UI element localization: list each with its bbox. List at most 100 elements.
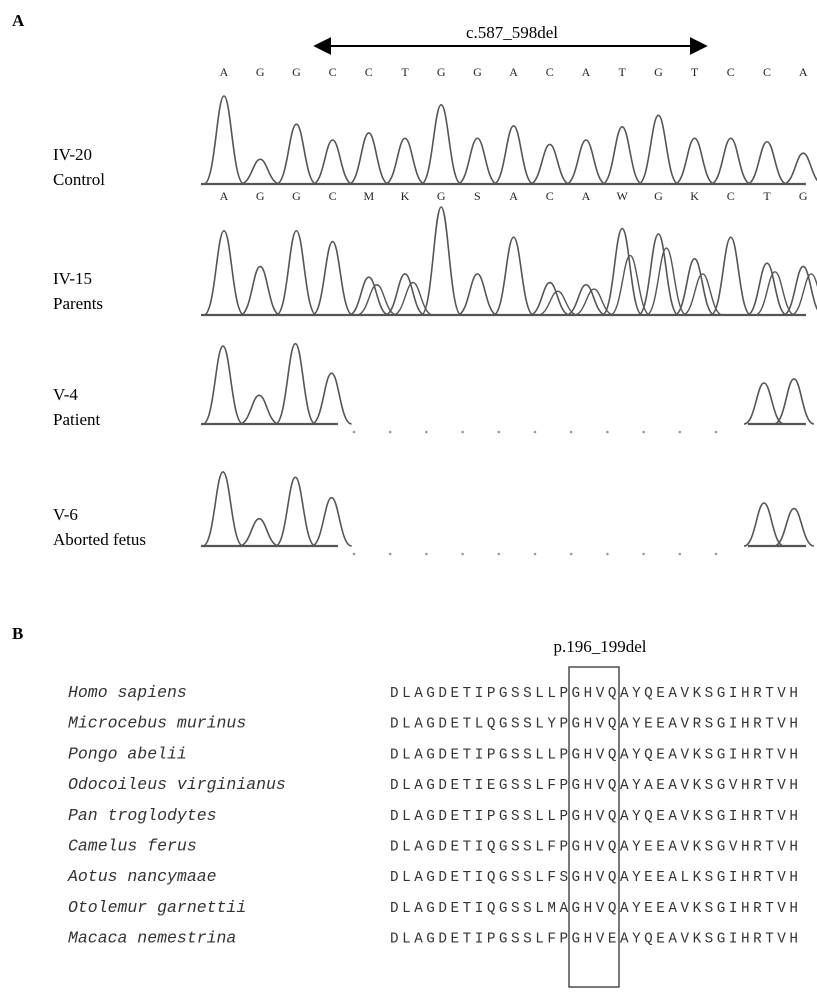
peak-parents [710,236,752,316]
gap-dot-aborted-fetus [678,552,682,556]
deletion-label-protein: p.196_199del [553,637,646,656]
base-call-parents: K [401,189,410,203]
species-name: Pan troglodytes [68,806,217,825]
base-call-control: A [582,65,591,79]
gap-dot-patient [388,430,392,434]
peak-control [601,125,643,185]
gap-dot-patient [678,430,682,434]
species-name: Camelus ferus [68,837,197,856]
peak-control [782,152,817,185]
protein-sequence: DLAGDETLQGSSLYPGHVQAYEEAVRSGIHRTVH [390,717,798,733]
sequence-alignment: Homo sapiens DLAGDETIPGSSLLPGHVQAYQEAVKSG… [67,683,798,948]
sample-id-v6: V-6 [53,505,78,524]
sample-id-v4: V-4 [53,385,78,404]
secondary-peak-parents [356,284,397,316]
base-call-parents: G [292,189,301,203]
peak-aborted-fetus [238,517,280,547]
base-call-control: G [473,65,482,79]
base-call-parents: G [799,189,808,203]
protein-sequence: DLAGDETIPGSSLLPGHVQAYQEAVKSGIHRTVH [390,809,798,825]
base-call-parents: C [329,189,337,203]
protein-sequence: DLAGDETIEGSSLFPGHVQAYAEAVKSGVHRTVH [390,778,798,794]
peak-parents [348,276,390,316]
base-call-parents: K [690,189,699,203]
secondary-peak-parents [790,273,817,316]
sample-role-v6: Aborted fetus [53,530,146,549]
base-call-parents: C [727,189,735,203]
gap-dot-patient [606,430,609,434]
peak-control [420,103,462,185]
base-call-parents: A [220,189,229,203]
peak-parents [312,240,354,316]
peak-aborted-fetus [275,476,316,547]
gap-dot-patient [533,430,537,434]
base-call-parents: G [256,189,265,203]
protein-sequence: DLAGDETIPGSSLFPGHVEAYQEAVKSGIHRTVH [390,932,798,948]
base-call-control: G [256,65,265,79]
sample-role-iv20: Control [53,170,105,189]
gap-dot-aborted-fetus [714,552,718,556]
gap-dot-patient [714,430,718,434]
base-call-parents: S [474,189,481,203]
peak-parents [275,229,317,316]
gap-dot-aborted-fetus [388,552,392,556]
base-call-parents: A [509,189,518,203]
sample-role-v4: Patient [53,410,100,429]
secondary-peak-parents [573,288,615,316]
base-call-control: G [437,65,446,79]
base-call-control: T [401,65,409,79]
peak-parents [529,281,571,316]
peak-control [312,139,353,185]
base-call-control: C [546,65,554,79]
peak-parents [457,273,498,316]
protein-sequence: DLAGDETIQGSSLMAGHVQAYEEAVKSGIHRTVH [390,901,798,917]
peak-control [348,132,390,185]
peak-control [240,158,281,185]
peak-control [384,137,426,185]
peak-patient [773,378,815,425]
deleted-residues-box [568,666,620,988]
peak-control [276,123,317,185]
base-call-control: T [691,65,699,79]
chromatogram-parents: AGGCMKGSACAWGKCTGC [201,189,817,317]
species-name: Macaca nemestrina [68,929,236,948]
base-call-control: C [329,65,337,79]
base-call-control: G [292,65,301,79]
gap-dot-aborted-fetus [497,552,501,556]
base-call-control: A [799,65,808,79]
base-call-control: C [365,65,373,79]
secondary-peak-parents [609,254,651,316]
peak-aborted-fetus [743,502,785,547]
species-name: Pongo abelii [68,744,187,763]
peak-parents [674,258,715,316]
secondary-peak-parents [682,273,723,316]
peak-control [674,137,715,185]
secondary-peak-parents [646,247,687,316]
base-call-control: G [654,65,663,79]
base-call-control: A [220,65,229,79]
base-call-parents: G [437,189,446,203]
base-call-control: A [509,65,518,79]
species-name: Aotus nancymaae [67,867,217,886]
gap-dot-patient [497,430,501,434]
peak-parents [239,265,281,316]
species-name: Microcebus murinus [68,714,246,733]
peak-parents [203,229,245,316]
gap-dot-aborted-fetus [606,552,609,556]
peak-control [203,95,245,185]
peak-control [493,125,534,185]
chromatogram-patient [201,342,815,434]
panel-a-label: A [12,11,25,30]
gap-dot-aborted-fetus [533,552,537,556]
protein-sequence: DLAGDETIQGSSLFPGHVQAYEEAVKSGVHRTVH [390,840,798,856]
peak-patient [743,382,785,425]
peak-parents [637,233,679,316]
species-name: Homo sapiens [68,683,187,702]
gap-dot-aborted-fetus [352,552,356,556]
base-call-control: C [727,65,735,79]
base-call-parents: C [546,189,554,203]
peak-aborted-fetus [311,496,352,547]
secondary-peak-parents [392,281,434,316]
species-name: Odocoileus virginianus [68,775,286,794]
secondary-peak-parents [754,271,796,316]
